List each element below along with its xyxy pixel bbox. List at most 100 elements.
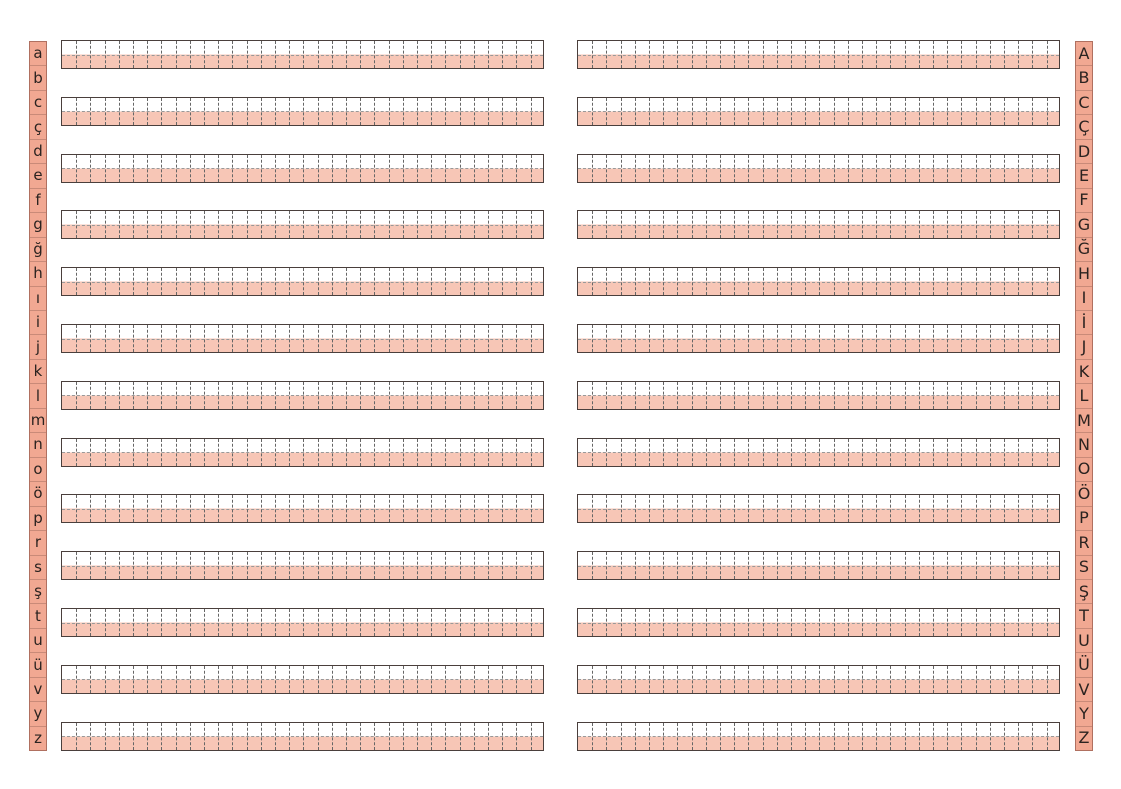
column-guide: [473, 552, 475, 580]
column-guide: [791, 552, 792, 580]
column-guide: [275, 665, 276, 693]
column-guide: [175, 722, 177, 750]
column-guide: [161, 211, 163, 239]
letter-cell: J: [1076, 335, 1092, 360]
column-guide: [402, 438, 404, 466]
column-guide: [388, 609, 390, 636]
column-guide: [289, 325, 291, 352]
column-guide: [133, 41, 134, 68]
column-guide: [947, 722, 949, 750]
column-guide: [317, 665, 319, 693]
column-guide: [246, 211, 248, 239]
column-guide: [260, 325, 262, 352]
column-guide: [360, 609, 362, 636]
column-guide: [331, 41, 333, 68]
column-guide: [260, 211, 262, 239]
column-guide: [445, 268, 447, 296]
column-guide: [275, 552, 276, 580]
column-guide: [374, 325, 376, 352]
column-guide: [961, 41, 963, 68]
column-guide: [445, 325, 447, 352]
column-guide: [805, 381, 807, 409]
column-guide: [246, 97, 248, 125]
column-guide: [1004, 211, 1005, 239]
column-guide: [204, 665, 205, 693]
letter-cell: I: [1076, 287, 1092, 311]
column-guide: [691, 268, 693, 296]
right-practice-line: [577, 437, 1060, 467]
column-guide: [204, 325, 205, 352]
column-guide: [862, 722, 863, 750]
column-guide: [488, 665, 489, 693]
column-guide: [989, 211, 991, 239]
column-guide: [918, 552, 920, 580]
column-guide: [762, 609, 764, 636]
column-guide: [947, 495, 949, 523]
column-guide: [502, 154, 504, 182]
midline: [62, 622, 543, 624]
column-guide: [663, 665, 665, 693]
column-guide: [904, 722, 906, 750]
midline: [62, 508, 543, 510]
column-guide: [933, 325, 934, 352]
column-guide: [388, 211, 390, 239]
column-guide: [862, 211, 863, 239]
column-guide: [791, 438, 792, 466]
column-guide: [677, 609, 679, 636]
column-guide: [303, 97, 305, 125]
letter-cell: E: [1076, 164, 1092, 189]
column-guide: [776, 722, 778, 750]
column-guide: [417, 609, 418, 636]
column-guide: [104, 41, 106, 68]
column-guide: [904, 438, 906, 466]
column-guide: [218, 41, 220, 68]
column-guide: [748, 325, 750, 352]
column-guide: [748, 154, 750, 182]
column-guide: [833, 41, 835, 68]
column-guide: [76, 268, 78, 296]
column-guide: [776, 211, 778, 239]
column-guide: [691, 609, 693, 636]
letter-cell: G: [1076, 213, 1092, 238]
column-guide: [417, 495, 418, 523]
column-guide: [862, 97, 863, 125]
column-guide: [175, 665, 177, 693]
column-guide: [677, 552, 679, 580]
column-guide: [975, 268, 977, 296]
column-guide: [876, 722, 878, 750]
column-guide: [748, 552, 750, 580]
column-guide: [232, 381, 234, 409]
column-guide: [147, 268, 149, 296]
column-guide: [762, 381, 764, 409]
column-guide: [691, 154, 693, 182]
letter-cell: m: [30, 409, 46, 434]
column-guide: [189, 268, 191, 296]
column-guide: [488, 722, 489, 750]
column-guide: [592, 97, 594, 125]
column-guide: [473, 325, 475, 352]
column-guide: [204, 211, 205, 239]
column-guide: [388, 41, 390, 68]
column-guide: [459, 438, 461, 466]
left-practice-line: [61, 551, 544, 581]
column-guide: [303, 438, 305, 466]
column-guide: [1004, 495, 1005, 523]
column-guide: [904, 609, 906, 636]
column-guide: [762, 268, 764, 296]
column-guide: [104, 211, 106, 239]
left-practice-line: [61, 96, 544, 126]
column-guide: [360, 665, 362, 693]
right-practice-line: [577, 210, 1060, 240]
column-guide: [417, 722, 418, 750]
column-guide: [331, 268, 333, 296]
column-guide: [904, 41, 906, 68]
column-guide: [175, 97, 177, 125]
column-guide: [76, 325, 78, 352]
column-guide: [947, 154, 949, 182]
column-guide: [677, 41, 679, 68]
column-guide: [933, 665, 934, 693]
column-guide: [530, 438, 532, 466]
midline: [578, 679, 1059, 681]
column-guide: [473, 495, 475, 523]
column-guide: [388, 552, 390, 580]
